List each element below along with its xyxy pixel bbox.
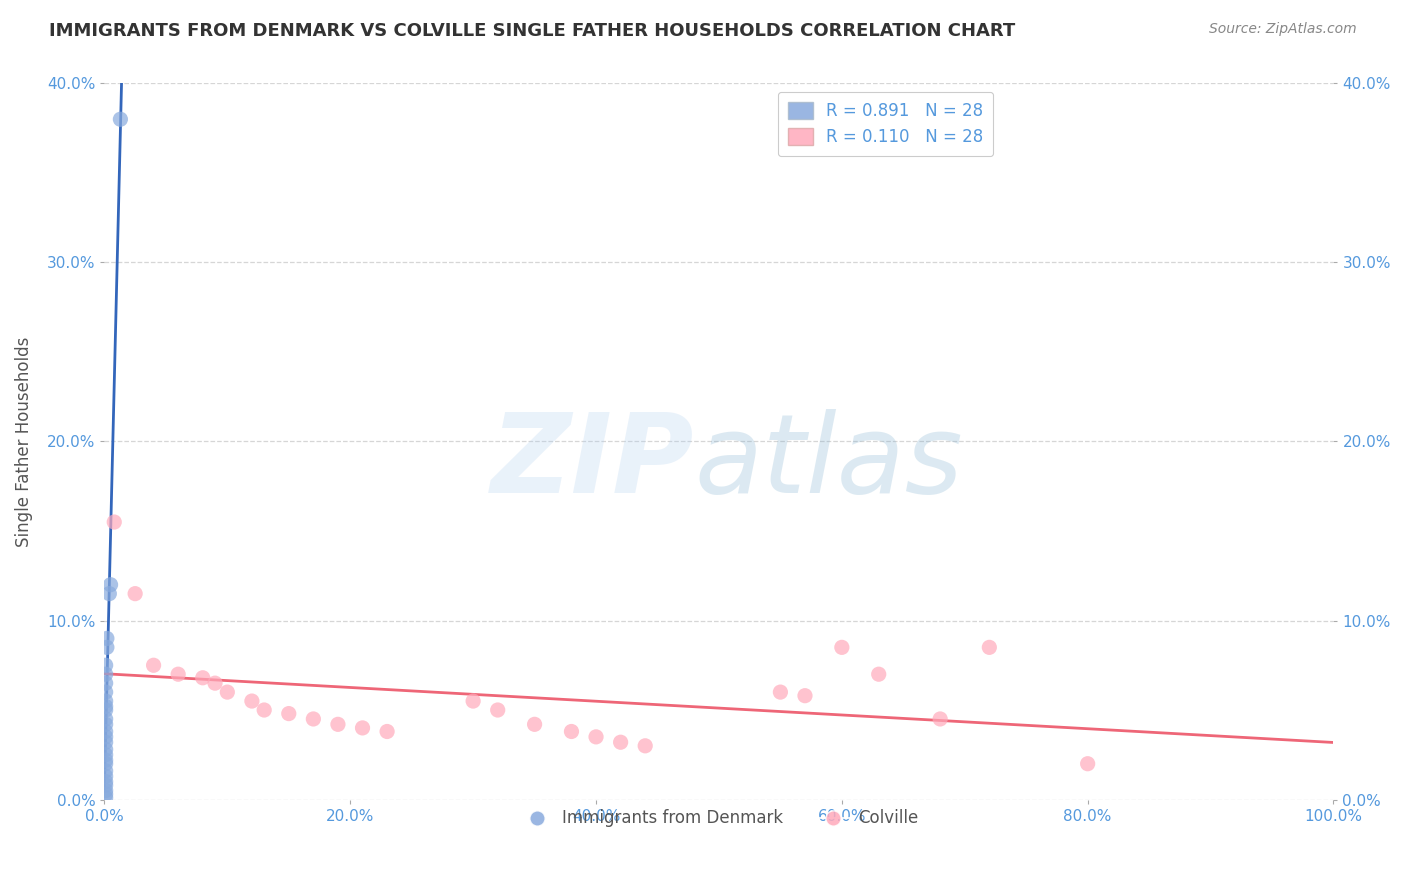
Point bbox=[253, 703, 276, 717]
Point bbox=[94, 778, 117, 792]
Point bbox=[302, 712, 325, 726]
Point bbox=[98, 587, 121, 601]
Point bbox=[94, 787, 117, 801]
Point bbox=[929, 712, 952, 726]
Point bbox=[100, 577, 122, 591]
Point bbox=[609, 735, 631, 749]
Point bbox=[94, 790, 117, 805]
Point bbox=[94, 717, 117, 731]
Point bbox=[352, 721, 374, 735]
Point bbox=[769, 685, 792, 699]
Point bbox=[94, 735, 117, 749]
Point bbox=[217, 685, 239, 699]
Point bbox=[94, 769, 117, 783]
Point bbox=[375, 724, 398, 739]
Point bbox=[110, 112, 132, 127]
Point bbox=[204, 676, 226, 690]
Point bbox=[979, 640, 1001, 655]
Point bbox=[94, 753, 117, 767]
Point bbox=[94, 667, 117, 681]
Point bbox=[326, 717, 349, 731]
Point bbox=[167, 667, 190, 681]
Point bbox=[191, 671, 214, 685]
Text: ZIP: ZIP bbox=[491, 409, 695, 516]
Point bbox=[277, 706, 299, 721]
Point bbox=[94, 694, 117, 708]
Y-axis label: Single Father Households: Single Father Households bbox=[15, 336, 32, 547]
Point bbox=[96, 632, 118, 646]
Point bbox=[94, 756, 117, 771]
Legend: Immigrants from Denmark, Colville: Immigrants from Denmark, Colville bbox=[513, 803, 925, 834]
Point bbox=[94, 699, 117, 714]
Text: Source: ZipAtlas.com: Source: ZipAtlas.com bbox=[1209, 22, 1357, 37]
Point bbox=[486, 703, 509, 717]
Text: atlas: atlas bbox=[695, 409, 963, 516]
Point bbox=[634, 739, 657, 753]
Point bbox=[94, 742, 117, 756]
Point bbox=[94, 730, 117, 744]
Point bbox=[96, 640, 118, 655]
Point bbox=[560, 724, 582, 739]
Point bbox=[94, 658, 117, 673]
Point bbox=[94, 724, 117, 739]
Point bbox=[94, 676, 117, 690]
Point bbox=[94, 774, 117, 789]
Text: IMMIGRANTS FROM DENMARK VS COLVILLE SINGLE FATHER HOUSEHOLDS CORRELATION CHART: IMMIGRANTS FROM DENMARK VS COLVILLE SING… bbox=[49, 22, 1015, 40]
Point bbox=[94, 764, 117, 778]
Point bbox=[794, 689, 817, 703]
Point bbox=[523, 717, 546, 731]
Point bbox=[142, 658, 165, 673]
Point bbox=[868, 667, 890, 681]
Point bbox=[103, 515, 125, 529]
Point bbox=[831, 640, 853, 655]
Point bbox=[124, 587, 146, 601]
Point bbox=[94, 783, 117, 797]
Point bbox=[463, 694, 485, 708]
Point bbox=[585, 730, 607, 744]
Point bbox=[94, 712, 117, 726]
Point bbox=[240, 694, 263, 708]
Point bbox=[1077, 756, 1099, 771]
Point bbox=[94, 685, 117, 699]
Point bbox=[94, 747, 117, 762]
Point bbox=[94, 703, 117, 717]
